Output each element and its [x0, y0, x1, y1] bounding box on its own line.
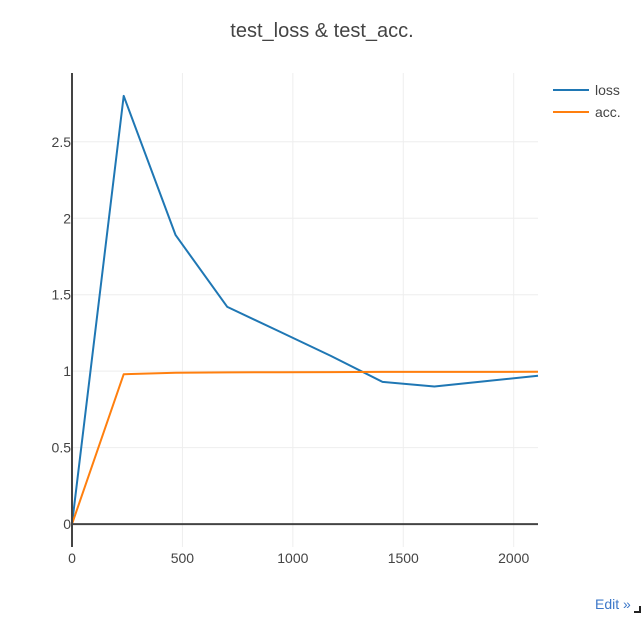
x-tick-label: 1000 [277, 550, 308, 566]
x-tick-label: 500 [171, 550, 195, 566]
legend-label: acc. [595, 104, 621, 120]
chart-title: test_loss & test_acc. [230, 20, 413, 42]
y-tick-label: 2.5 [52, 134, 72, 150]
series-line-acc [71, 370, 539, 525]
resize-handle-icon[interactable] [634, 606, 641, 613]
x-tick-label: 2000 [498, 550, 529, 566]
x-tick-label: 1500 [388, 550, 419, 566]
axes [71, 73, 538, 547]
tick-labels: 0 500 1000 1500 2000 0 0.5 1 1.5 2 2.5 [52, 134, 530, 566]
series-line-loss [71, 94, 539, 525]
legend-item-acc[interactable]: acc. [553, 104, 621, 120]
y-tick-label: 0 [63, 516, 71, 532]
x-tick-label: 0 [68, 550, 76, 566]
y-tick-label: 0.5 [52, 440, 72, 456]
legend-label: loss [595, 82, 620, 98]
y-tick-label: 1 [63, 363, 71, 379]
y-tick-label: 1.5 [52, 287, 72, 303]
legend[interactable]: loss acc. [553, 82, 621, 120]
legend-item-loss[interactable]: loss [553, 82, 620, 98]
edit-chart-link[interactable]: Edit » [595, 596, 631, 612]
y-tick-label: 2 [63, 210, 71, 226]
series-lines [71, 94, 539, 525]
